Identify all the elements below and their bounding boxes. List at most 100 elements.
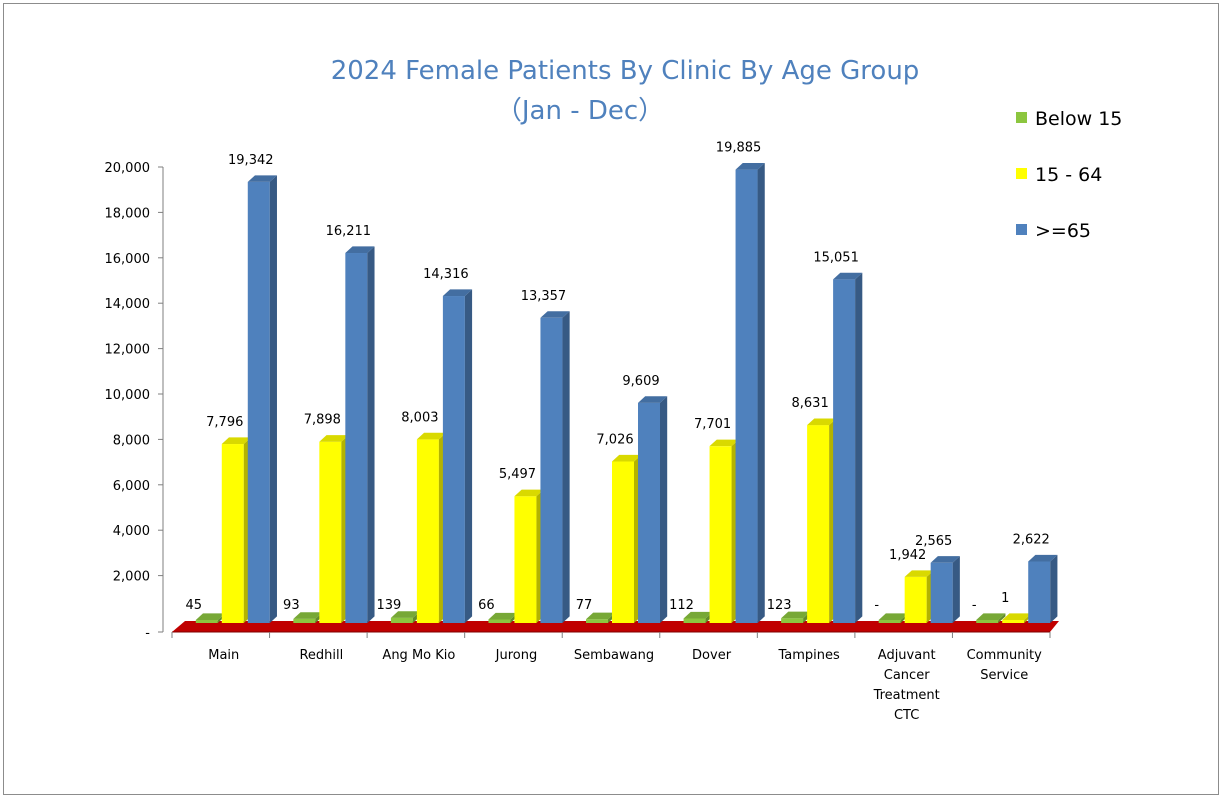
bar-top <box>976 613 1006 620</box>
bar-top <box>904 570 934 577</box>
bar-top <box>833 272 863 280</box>
x-category-label: Cancer <box>884 668 930 683</box>
x-category-label: Tampines <box>777 648 840 663</box>
y-tick-label: 6,000 <box>113 479 150 494</box>
data-label: 93 <box>283 598 300 613</box>
x-category-label: Jurong <box>495 648 538 663</box>
bar-top <box>1002 613 1032 620</box>
legend-swatch <box>1016 168 1027 179</box>
x-category-label: Community <box>967 648 1043 663</box>
legend-item-below-15: Below 15 <box>1016 108 1206 130</box>
bar-top <box>195 613 225 620</box>
y-tick-label: 4,000 <box>113 524 150 539</box>
bar-side <box>855 272 863 623</box>
bar-top <box>735 163 765 170</box>
data-label: 7,898 <box>304 413 341 428</box>
legend-label: >=65 <box>1035 220 1092 242</box>
data-label: 2,622 <box>1013 532 1050 547</box>
data-label: - <box>972 598 977 613</box>
data-label: 8,631 <box>792 396 829 411</box>
bar <box>1028 561 1051 623</box>
legend-label: Below 15 <box>1035 108 1123 130</box>
bar <box>319 441 342 623</box>
bar-side <box>952 556 960 623</box>
bar <box>345 253 368 623</box>
bar-top <box>416 432 447 440</box>
bar <box>904 576 927 623</box>
bar <box>586 619 608 623</box>
legend-item-15-64: 15 - 64 <box>1016 164 1206 186</box>
bar <box>540 317 563 623</box>
data-label: 112 <box>669 598 694 613</box>
bar-top <box>878 613 908 620</box>
data-label: 5,497 <box>499 467 536 482</box>
data-label: 66 <box>478 598 495 613</box>
bar <box>930 562 953 623</box>
bar-top <box>514 489 544 497</box>
bar <box>293 618 316 623</box>
bar-top <box>781 611 811 619</box>
legend-swatch <box>1016 224 1027 235</box>
y-tick-label: 12,000 <box>105 343 151 358</box>
bar <box>247 181 270 624</box>
data-label: 19,342 <box>228 153 274 168</box>
chart-frame <box>3 3 1219 795</box>
legend-item-65-plus: >=65 <box>1016 220 1206 242</box>
bar-side <box>367 246 375 624</box>
chart-floor <box>172 621 1059 632</box>
bar <box>612 461 634 623</box>
bar-side <box>660 396 668 623</box>
y-tick-label: 10,000 <box>105 388 151 403</box>
bar <box>638 402 660 623</box>
bar <box>781 618 804 623</box>
data-label: 123 <box>767 598 792 613</box>
y-tick-label: 18,000 <box>105 206 151 221</box>
y-tick-label: 20,000 <box>105 161 151 176</box>
bar-top <box>488 612 518 620</box>
data-label: 139 <box>376 598 401 613</box>
data-label: 16,211 <box>326 224 372 239</box>
bar-top <box>1028 554 1058 562</box>
bar <box>976 620 999 623</box>
bar <box>221 444 244 623</box>
data-label: 8,003 <box>401 410 438 425</box>
x-category-label: Ang Mo Kio <box>382 648 455 663</box>
data-label: 2,565 <box>915 534 952 549</box>
x-category-label: Main <box>208 648 239 663</box>
bar <box>807 425 830 623</box>
bar <box>1002 620 1025 623</box>
bar-top <box>709 439 739 447</box>
bar-side <box>562 311 570 623</box>
data-label: 7,026 <box>596 433 633 448</box>
bar-side <box>269 175 277 623</box>
data-label: 13,357 <box>521 289 567 304</box>
x-category-label: Redhill <box>299 648 343 663</box>
bar-side <box>1050 554 1058 623</box>
chart-subtitle: （Jan - Dec） <box>495 96 665 126</box>
bar <box>878 620 901 623</box>
x-category-label: Sembawang <box>574 648 654 663</box>
y-tick-label: 8,000 <box>113 433 150 448</box>
data-label: 9,609 <box>622 374 659 389</box>
x-category-label: Treatment <box>873 688 940 703</box>
x-category-label: CTC <box>894 708 919 723</box>
bar <box>488 619 511 623</box>
bar-side <box>464 289 473 623</box>
data-label: 14,316 <box>423 267 469 282</box>
data-label: 77 <box>576 598 593 613</box>
bar-top <box>638 396 668 403</box>
data-label: 15,051 <box>813 250 859 265</box>
data-label: 7,796 <box>206 415 243 430</box>
y-tick-label: - <box>145 626 150 641</box>
bar <box>833 279 856 623</box>
bar <box>442 296 465 623</box>
bar-top <box>540 311 570 318</box>
bar-side <box>998 613 1006 623</box>
bar <box>709 446 732 623</box>
data-label: 1,942 <box>889 548 926 563</box>
bar-top <box>247 175 277 182</box>
bar-top <box>612 454 642 462</box>
bar-top <box>683 611 713 619</box>
bar <box>735 169 758 623</box>
bar <box>390 617 413 623</box>
